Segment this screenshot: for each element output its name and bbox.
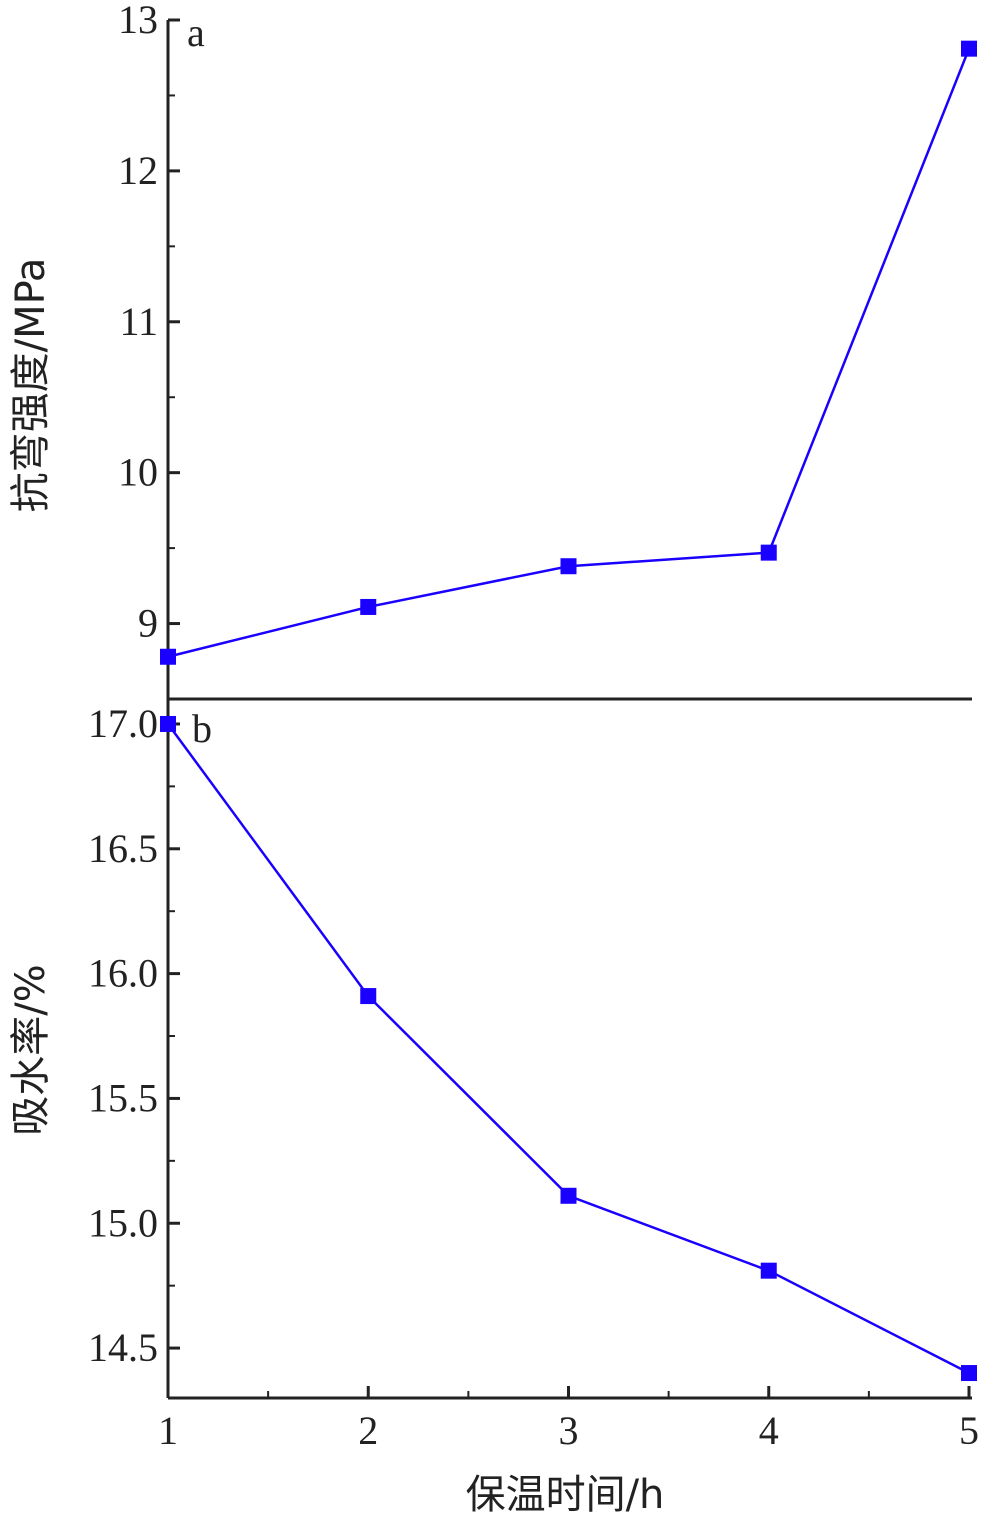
panel-b: b 吸水率/% 14.5 15.0 15.5 16.0 16.5 17.0 <box>8 699 977 1400</box>
panel-b-label: b <box>192 706 212 751</box>
panel-a: a 抗弯强度/MPa 9 10 11 12 13 <box>8 0 977 701</box>
panel-b-y-tick-label: 16.5 <box>88 826 158 871</box>
panel-a-data-point <box>560 558 577 575</box>
panel-a-y-tick-label: 10 <box>118 450 158 495</box>
panel-b-y-tick-label: 14.5 <box>88 1325 158 1370</box>
panel-a-y-tick-label: 11 <box>119 299 158 344</box>
panel-a-y-tick-label: 12 <box>118 148 158 193</box>
panel-a-y-tick-label: 13 <box>118 0 158 42</box>
panel-b-data-point <box>360 988 377 1005</box>
panel-b-y-axis-title: 吸水率/% <box>8 964 54 1135</box>
panel-b-y-tick-label: 15.5 <box>88 1075 158 1120</box>
panel-a-label: a <box>187 10 205 55</box>
panel-a-data-point <box>760 544 777 561</box>
x-tick-label: 5 <box>959 1408 979 1453</box>
panel-b-data-point <box>560 1187 577 1204</box>
x-tick-label: 4 <box>759 1408 779 1453</box>
panel-b-series-line <box>166 723 970 1375</box>
x-axis-title: 保温时间/h <box>466 1472 665 1517</box>
x-tick-label: 2 <box>358 1408 378 1453</box>
panel-a-data-point <box>961 40 977 57</box>
panel-b-data-point <box>160 715 176 732</box>
panel-b-y-tick-label: 15.0 <box>88 1200 158 1245</box>
panel-a-y-tick-label: 9 <box>138 601 158 646</box>
panel-b-data-point <box>961 1365 977 1382</box>
panel-b-y-tick-label: 16.0 <box>88 951 158 996</box>
panel-b-y-tick-label: 17.0 <box>88 701 158 746</box>
panel-b-data-point <box>760 1262 777 1279</box>
panel-a-data-point <box>360 598 377 615</box>
x-tick-label: 3 <box>559 1408 579 1453</box>
x-axis: 保温时间/h 1 2 3 4 5 <box>158 1386 979 1517</box>
x-tick-label: 1 <box>158 1408 178 1453</box>
panel-a-data-point <box>160 648 176 665</box>
panel-a-y-axis-title: 抗弯强度/MPa <box>8 258 54 513</box>
